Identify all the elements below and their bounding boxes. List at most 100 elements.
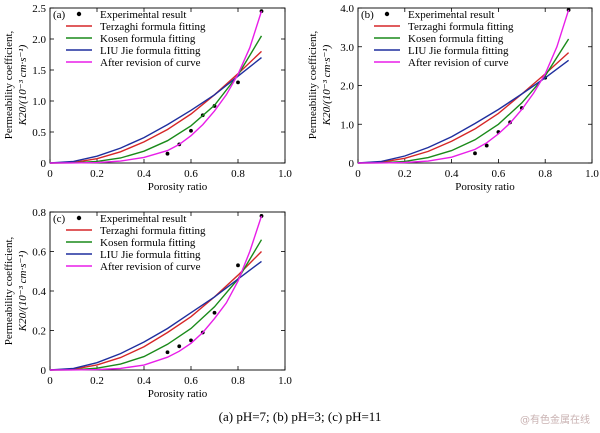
x-tick-label: 0 — [47, 168, 53, 180]
panel-label: (c) — [53, 213, 66, 225]
legend-item: Terzaghi formula fitting — [374, 21, 514, 33]
x-tick-label: 0.6 — [492, 168, 506, 180]
panel-a: 0 0.2 0.4 0.6 0.8 1.0 0 0.5 1.0 1.5 2.0 2.5 Porosity… — [3, 3, 292, 193]
x-tick-label: 0.8 — [231, 375, 245, 387]
legend-label: After revision of curve — [100, 57, 201, 69]
legend-item: After revision of curve — [374, 57, 509, 69]
y-axis-label-line1: Permeability coefficient, — [3, 30, 15, 139]
y-axis-label: Permeability coefficient, K20/(10⁻³ cm·s⁻… — [307, 30, 333, 139]
series-line-after-revision-of-curve — [49, 10, 263, 164]
x-tick-label: 0.4 — [445, 168, 459, 180]
x-tick-label: 0.4 — [137, 375, 151, 387]
series-line-liu-jie-formula-fitting — [49, 260, 262, 371]
y-tick-label: 1.5 — [32, 65, 46, 77]
y-tick-label: 0 — [41, 158, 47, 170]
data-point — [189, 338, 193, 343]
legend-item: Kosen formula fitting — [66, 237, 196, 249]
y-tick-label: 0 — [349, 158, 355, 170]
data-point — [177, 344, 182, 349]
y-tick-label: 2.0 — [32, 34, 46, 46]
legend-item: Kosen formula fitting — [66, 33, 196, 45]
x-tick-label: 0 — [47, 375, 53, 387]
y-tick-label: 3.0 — [340, 42, 354, 54]
legend-label: LIU Jie formula fitting — [100, 249, 201, 261]
watermark: @有色金属在线 — [520, 415, 590, 426]
x-tick-label: 0 — [355, 168, 361, 180]
x-tick-label: 1.0 — [278, 168, 292, 180]
legend-item: Experimental result — [76, 213, 186, 225]
panel-label: (b) — [361, 9, 374, 21]
legend-label: Kosen formula fitting — [408, 33, 504, 45]
plot-frame — [49, 7, 286, 164]
legend-label: Terzaghi formula fitting — [408, 21, 514, 33]
legend-label: LIU Jie formula fitting — [408, 45, 509, 57]
series-line-terzaghi-formula-fitting — [49, 251, 262, 371]
legend-marker — [76, 215, 82, 221]
x-tick-label: 1.0 — [585, 168, 599, 180]
x-tick-label: 0.2 — [90, 168, 104, 180]
y-tick-label: 0.4 — [32, 286, 46, 298]
legend-label: Experimental result — [100, 9, 186, 21]
legend-item: LIU Jie formula fitting — [374, 45, 509, 57]
y-tick-label: 1.0 — [32, 96, 46, 108]
y-axis-label-line2: K20/(10⁻³ cm·s⁻¹) — [17, 250, 29, 332]
y-tick-label: 0.5 — [32, 127, 46, 139]
series-line-after-revision-of-curve — [49, 215, 263, 371]
y-tick-label: 0.8 — [32, 207, 46, 219]
x-tick-label: 0.2 — [398, 168, 412, 180]
legend-item: After revision of curve — [66, 57, 201, 69]
y-axis-label-line1: Permeability coefficient, — [3, 236, 15, 345]
y-tick-label: 2.5 — [32, 3, 46, 15]
data-point — [484, 143, 489, 148]
legend-item: Kosen formula fitting — [374, 33, 504, 45]
y-tick-label: 0.6 — [32, 247, 46, 259]
panel-c: 0 0.2 0.4 0.6 0.8 1.0 0 0.2 0.4 0.6 0.8 Porosity ra… — [3, 207, 292, 400]
x-tick-label: 1.0 — [278, 375, 292, 387]
y-axis-label-line2: K20/(10⁻³ cm·s⁻¹) — [17, 44, 29, 126]
data-point — [165, 350, 170, 355]
legend-label: Kosen formula fitting — [100, 33, 196, 45]
series-line-after-revision-of-curve — [357, 9, 570, 164]
legend-label: Kosen formula fitting — [100, 237, 196, 249]
series-line-liu-jie-formula-fitting — [49, 57, 262, 164]
legend-label: Terzaghi formula fitting — [100, 21, 206, 33]
legend-item: Experimental result — [76, 9, 186, 21]
data-point — [165, 151, 170, 156]
legend-label: Terzaghi formula fitting — [100, 225, 206, 237]
legend-item: LIU Jie formula fitting — [66, 45, 201, 57]
x-tick-label: 0.4 — [137, 168, 151, 180]
legend-item: Terzaghi formula fitting — [66, 21, 206, 33]
legend-item: After revision of curve — [66, 261, 201, 273]
legend-item: Terzaghi formula fitting — [66, 225, 206, 237]
legend-item: LIU Jie formula fitting — [66, 249, 201, 261]
series-line-kosen-formula-fitting — [49, 239, 263, 371]
y-tick-label: 4.0 — [340, 3, 354, 15]
x-axis-label: Porosity ratio — [148, 388, 208, 400]
y-axis-label: Permeability coefficient, K20/(10⁻³ cm·s⁻… — [3, 30, 29, 139]
x-axis-label: Porosity ratio — [148, 181, 208, 193]
y-axis-label: Permeability coefficient, K20/(10⁻³ cm·s⁻… — [3, 236, 29, 345]
data-point — [212, 310, 217, 315]
x-tick-label: 0.6 — [184, 168, 198, 180]
data-point — [473, 151, 477, 156]
legend-item: Experimental result — [384, 9, 494, 21]
series-line-liu-jie-formula-fitting — [357, 59, 570, 164]
series-line-terzaghi-formula-fitting — [49, 50, 262, 164]
y-tick-label: 2.0 — [340, 81, 354, 93]
panel-label: (a) — [53, 9, 66, 21]
series-line-terzaghi-formula-fitting — [357, 52, 570, 164]
legend-marker — [76, 11, 82, 17]
y-tick-label: 1.0 — [340, 119, 354, 131]
x-tick-label: 0.8 — [231, 168, 245, 180]
data-point — [189, 128, 193, 133]
legend-label: Experimental result — [100, 213, 186, 225]
legend-label: After revision of curve — [408, 57, 509, 69]
x-tick-label: 0.8 — [538, 168, 552, 180]
y-axis-label-line1: Permeability coefficient, — [307, 30, 319, 139]
x-tick-label: 0.6 — [184, 375, 198, 387]
data-point — [236, 80, 240, 85]
y-tick-label: 0 — [41, 365, 47, 377]
y-tick-label: 0.2 — [32, 326, 46, 338]
legend-label: Experimental result — [408, 9, 494, 21]
